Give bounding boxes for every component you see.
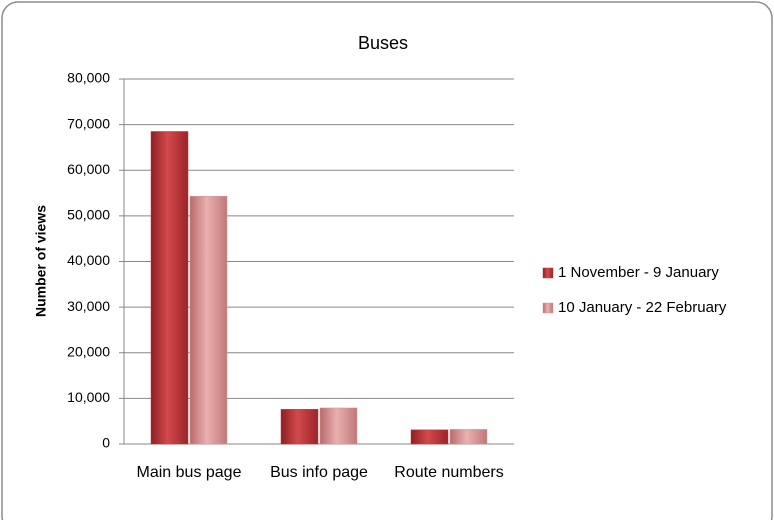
bar — [449, 429, 488, 445]
x-tick-label: Bus info page — [270, 464, 368, 481]
x-tick-label: Route numbers — [394, 464, 504, 481]
y-tick-label: 0 — [102, 435, 110, 451]
bar — [410, 429, 449, 445]
y-tick-label: 60,000 — [67, 161, 110, 177]
x-tick-label: Main bus page — [136, 464, 242, 481]
y-tick-label: 10,000 — [67, 389, 110, 405]
bar — [319, 407, 358, 445]
legend-label: 10 January - 22 February — [558, 299, 727, 316]
bar — [280, 409, 319, 445]
y-tick-label: 70,000 — [67, 115, 110, 131]
legend-swatch — [542, 267, 554, 279]
bar — [189, 196, 228, 445]
bar — [150, 131, 189, 445]
y-tick-label: 30,000 — [67, 298, 110, 314]
y-tick-label: 20,000 — [67, 343, 110, 359]
y-tick-label: 80,000 — [67, 70, 110, 86]
legend-swatch — [542, 302, 554, 314]
y-tick-label: 40,000 — [67, 252, 110, 268]
legend-label: 1 November - 9 January — [558, 264, 719, 281]
chart-title: Buses — [358, 33, 408, 53]
y-tick-label: 50,000 — [67, 207, 110, 223]
y-axis-title: Number of views — [33, 205, 49, 317]
